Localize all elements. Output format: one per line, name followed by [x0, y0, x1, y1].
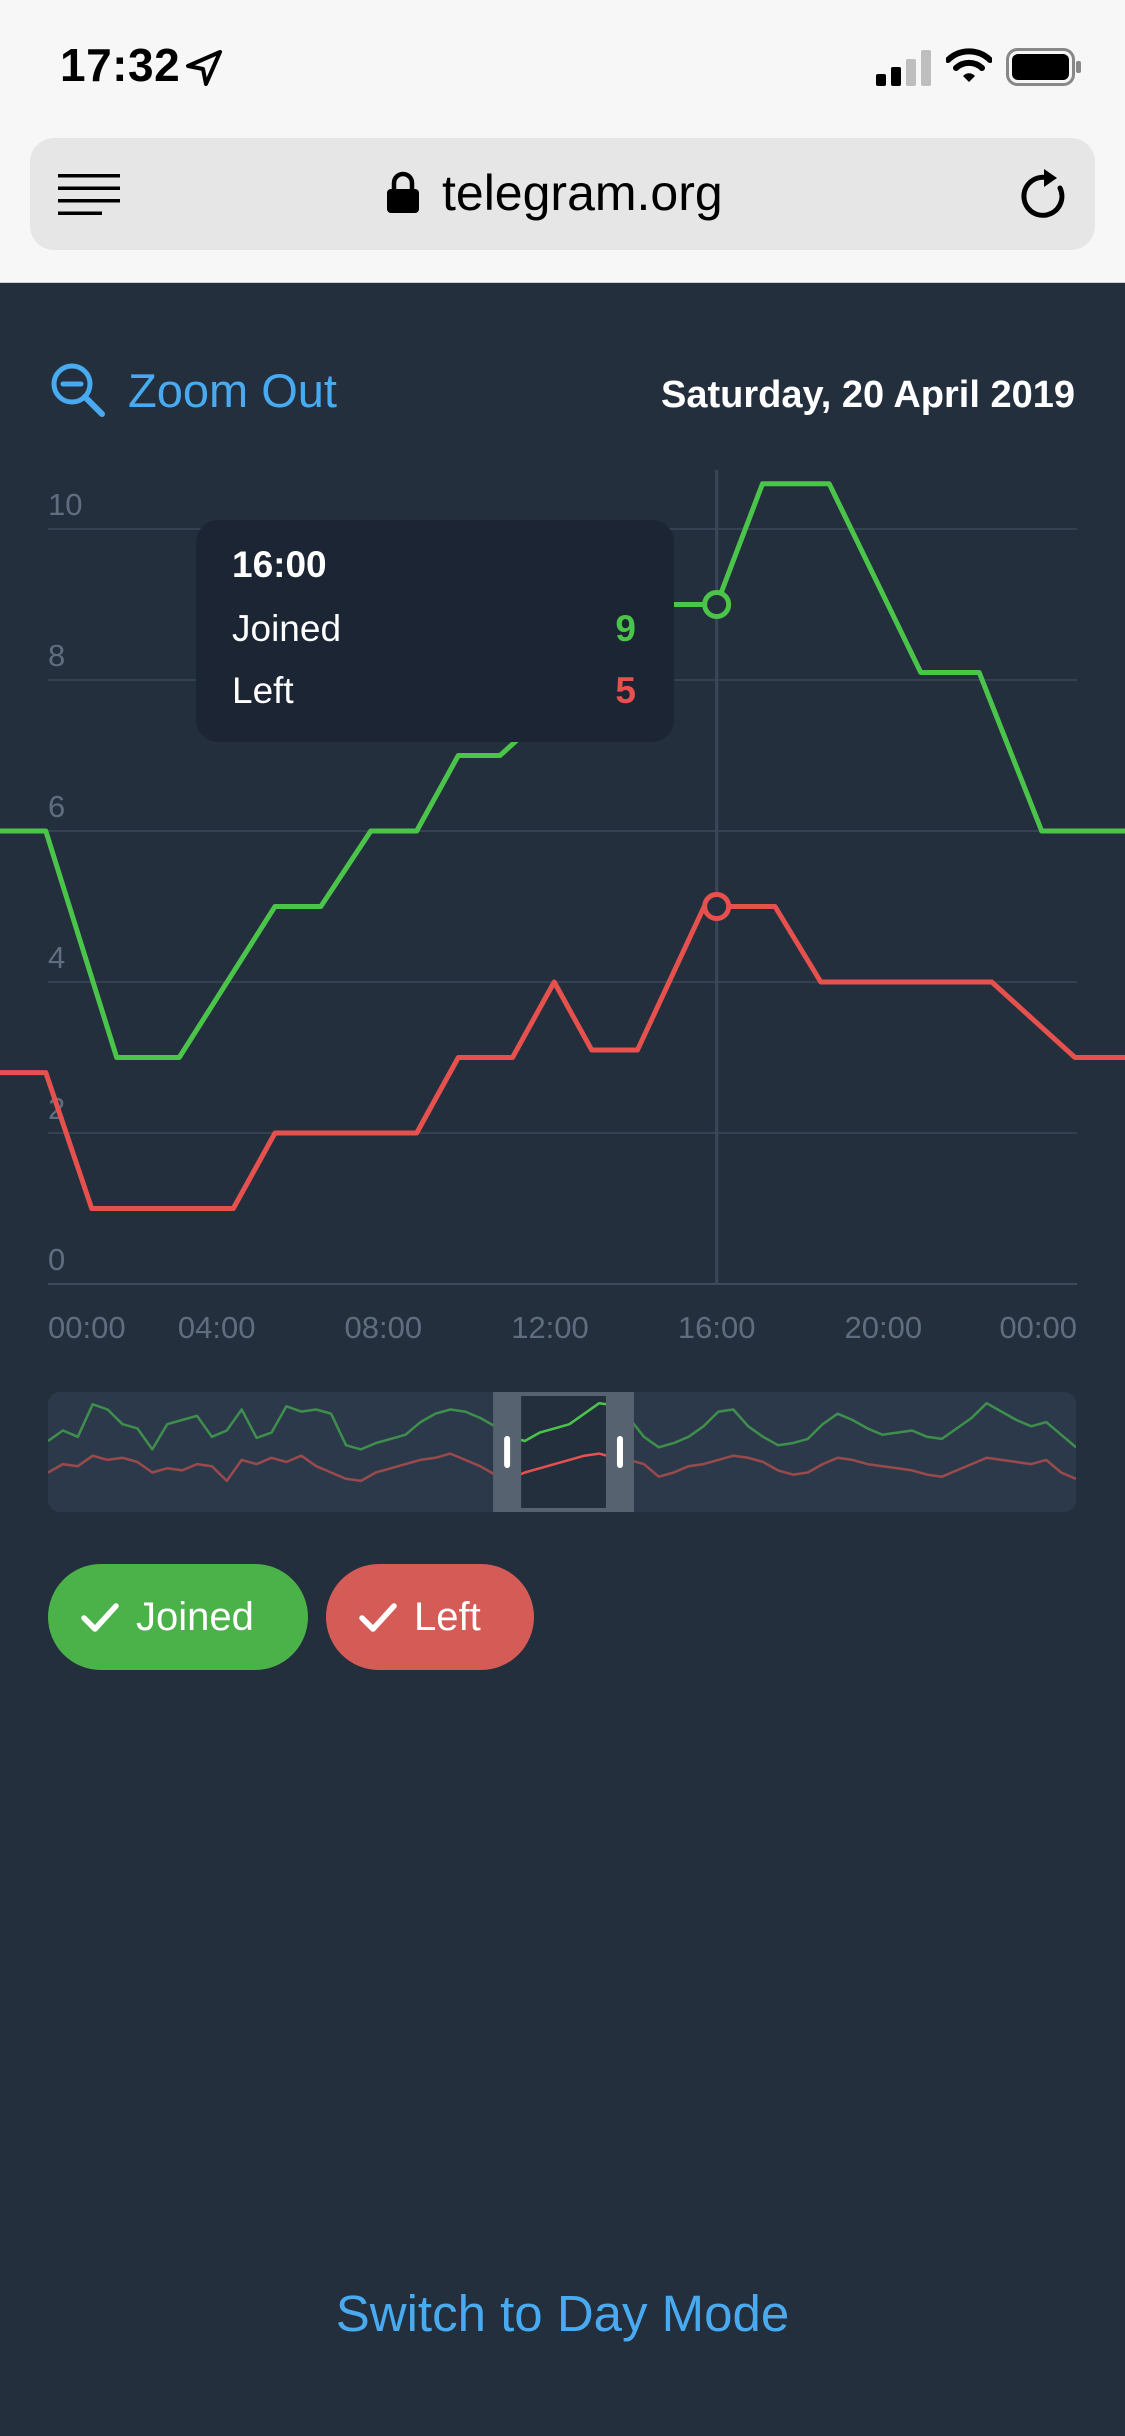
x-tick-label: 04:00 [178, 1310, 256, 1345]
series-line-left [0, 904, 1125, 1211]
zoom-out-label: Zoom Out [128, 363, 337, 417]
y-tick-label: 4 [48, 940, 65, 975]
toggle-left-button[interactable]: Left [326, 1564, 534, 1670]
lock-icon [387, 171, 419, 213]
navigator-handle-left[interactable] [504, 1436, 511, 1468]
tooltip-left-label: Left [232, 670, 294, 711]
navigator-window[interactable] [48, 1392, 1076, 1512]
battery-icon [1006, 48, 1081, 86]
toggle-joined-label: Joined [136, 1594, 254, 1639]
toggle-left-label: Left [414, 1594, 481, 1639]
zoom-out-button[interactable]: Zoom Out [50, 362, 337, 418]
browser-toolbar: telegram.org [0, 138, 1125, 283]
switch-day-mode-link[interactable]: Switch to Day Mode [335, 2285, 790, 2342]
cellular-signal-icon [876, 50, 931, 86]
x-axis-labels: 00:00 04:00 08:00 12:00 16:00 20:00 00:00 [48, 1310, 1077, 1345]
y-tick-label: 10 [48, 487, 82, 522]
check-icon [81, 1603, 119, 1632]
toggle-joined-button[interactable]: Joined [48, 1564, 308, 1670]
reload-icon[interactable] [1018, 168, 1070, 222]
x-tick-label: 20:00 [845, 1310, 923, 1345]
x-tick-label: 00:00 [48, 1310, 126, 1345]
navigator-window-frame[interactable] [493, 1392, 634, 1512]
x-tick-label: 12:00 [511, 1310, 589, 1345]
x-tick-label: 16:00 [678, 1310, 756, 1345]
selection-dot-left [702, 892, 732, 921]
url-bar[interactable]: telegram.org [30, 138, 1095, 250]
selection-dots [702, 590, 732, 921]
tooltip-joined-label: Joined [232, 608, 342, 649]
navigator-line-left-active [493, 1452, 634, 1481]
y-tick-label: 8 [48, 638, 65, 673]
tooltip-row-left: Left 5 [232, 670, 636, 712]
navigator-line-joined-active [493, 1401, 634, 1443]
y-tick-label: 0 [48, 1242, 65, 1277]
location-arrow-icon [186, 50, 222, 86]
status-time: 17:32 [60, 39, 181, 91]
url-text[interactable]: telegram.org [442, 165, 723, 221]
series-lines [0, 481, 1125, 1211]
status-bar: 17:32 [0, 0, 1125, 138]
tooltip-joined-value: 9 [615, 608, 636, 649]
y-tick-label: 6 [48, 789, 65, 824]
x-tick-label: 00:00 [999, 1310, 1077, 1345]
data-tooltip: 16:00 Joined 9 Left 5 [196, 520, 674, 742]
series-line-joined [0, 481, 1125, 1060]
selection-dot-joined [702, 590, 732, 619]
wifi-icon [946, 48, 992, 82]
tooltip-time: 16:00 [232, 544, 327, 585]
chart-date: Saturday, 20 April 2019 [661, 374, 1075, 416]
tooltip-left-value: 5 [615, 670, 636, 711]
chart-navigator[interactable] [48, 1392, 1076, 1512]
zoom-out-icon [51, 363, 105, 417]
check-icon [359, 1603, 397, 1632]
reader-menu-icon[interactable] [58, 174, 120, 216]
navigator-handle-right[interactable] [616, 1436, 623, 1468]
x-tick-label: 08:00 [345, 1310, 423, 1345]
tooltip-row-joined: Joined 9 [232, 608, 636, 650]
